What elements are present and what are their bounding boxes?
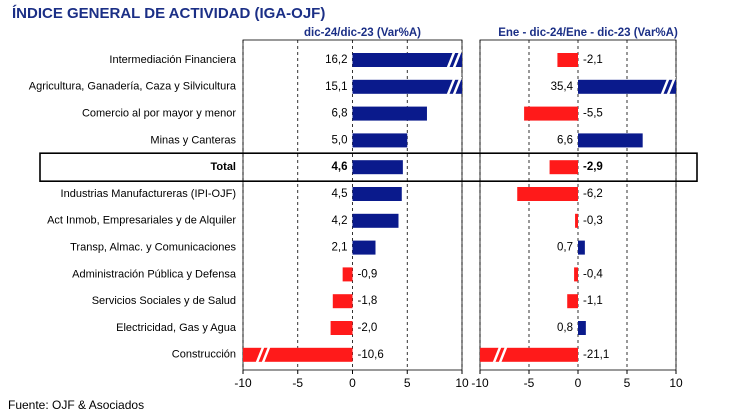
value-label: -5,5 xyxy=(583,108,603,120)
bar xyxy=(557,53,578,67)
value-label: 5,0 xyxy=(332,134,348,146)
axis-break xyxy=(445,76,462,98)
value-label: 6,8 xyxy=(332,108,348,120)
category-label: Agricultura, Ganadería, Caza y Silvicult… xyxy=(29,81,237,93)
category-label: Transp, Almac. y Comunicaciones xyxy=(70,242,236,254)
category-label: Industrias Manufactureras (IPI-OJF) xyxy=(61,188,236,200)
x-tick-label: 10 xyxy=(669,376,683,390)
value-label: 6,6 xyxy=(557,134,573,146)
bar xyxy=(524,106,578,121)
x-tick-label: 0 xyxy=(575,376,582,390)
bar xyxy=(578,133,643,148)
bar xyxy=(332,294,353,309)
x-tick-label: -10 xyxy=(234,376,252,390)
x-tick-label: 10 xyxy=(455,376,469,390)
value-label: 4,6 xyxy=(332,161,348,173)
value-label: -0,9 xyxy=(358,268,378,280)
value-label: -21,1 xyxy=(583,349,609,361)
bar xyxy=(352,240,376,255)
axis-break xyxy=(445,49,462,71)
value-label: 4,5 xyxy=(332,188,348,200)
bar xyxy=(549,160,578,175)
value-label: 2,1 xyxy=(332,242,348,254)
x-tick-label: 5 xyxy=(404,376,411,390)
subtitle: Ene - dic-24/Ene - dic-23 (Var%A) xyxy=(498,27,678,39)
bar xyxy=(342,267,353,282)
value-label: -10,6 xyxy=(358,349,384,361)
bar xyxy=(480,347,578,362)
value-label: 35,4 xyxy=(551,81,574,93)
bar xyxy=(578,321,586,335)
bar xyxy=(352,133,408,148)
bar xyxy=(352,53,462,67)
bars xyxy=(480,53,676,366)
x-tick-label: -5 xyxy=(292,376,303,390)
axis-break xyxy=(254,344,272,366)
category-label: Electricidad, Gas y Agua xyxy=(116,322,237,334)
source: Fuente: OJF & Asociados xyxy=(8,398,144,412)
bar xyxy=(352,213,399,228)
value-label: -1,8 xyxy=(358,295,378,307)
bar xyxy=(517,187,578,201)
value-label: -6,2 xyxy=(583,188,603,200)
bars xyxy=(243,49,462,366)
bar xyxy=(574,267,578,282)
plot-frame xyxy=(242,39,463,371)
axis-break xyxy=(491,344,509,366)
value-label: -0,3 xyxy=(583,215,603,227)
x-tick-label: -10 xyxy=(471,376,489,390)
value-label: 16,2 xyxy=(325,54,347,66)
value-label: -2,9 xyxy=(583,161,603,173)
value-label: -0,4 xyxy=(583,268,603,280)
x-tick-label: 0 xyxy=(349,376,356,390)
value-label: -1,1 xyxy=(583,295,603,307)
value-label: 15,1 xyxy=(325,81,347,93)
value-label: 0,7 xyxy=(557,242,573,254)
bar xyxy=(578,240,585,255)
value-label: 4,2 xyxy=(332,215,348,227)
bar xyxy=(352,106,427,121)
category-label: Servicios Sociales y de Salud xyxy=(92,295,236,307)
bar xyxy=(352,187,402,201)
value-label: -2,1 xyxy=(583,54,603,66)
bar xyxy=(352,79,462,94)
bar xyxy=(578,79,676,94)
category-label: Comercio al por mayor y menor xyxy=(82,108,236,120)
category-label: Minas y Canteras xyxy=(150,134,236,146)
x-tick-label: 5 xyxy=(624,376,631,390)
category-label: Intermediación Financiera xyxy=(109,54,236,66)
bar xyxy=(352,160,403,175)
highlight-box xyxy=(39,152,698,182)
chart-title: ÍNDICE GENERAL DE ACTIVIDAD (IGA-OJF) xyxy=(12,5,325,22)
bar xyxy=(330,321,353,335)
category-label: Total xyxy=(211,161,236,173)
category-label: Construcción xyxy=(172,349,236,361)
subtitle: dic-24/dic-23 (Var%A) xyxy=(304,27,421,39)
value-label: 0,8 xyxy=(557,322,573,334)
category-label: Administración Pública y Defensa xyxy=(72,268,237,280)
bar xyxy=(243,347,353,362)
axis-break xyxy=(659,76,676,98)
x-tick-label: -5 xyxy=(524,376,535,390)
bar xyxy=(575,213,578,228)
bar xyxy=(567,294,578,309)
value-label: -2,0 xyxy=(358,322,378,334)
category-label: Act Inmob, Empresariales y de Alquiler xyxy=(47,215,236,227)
plot-frame xyxy=(479,39,677,371)
